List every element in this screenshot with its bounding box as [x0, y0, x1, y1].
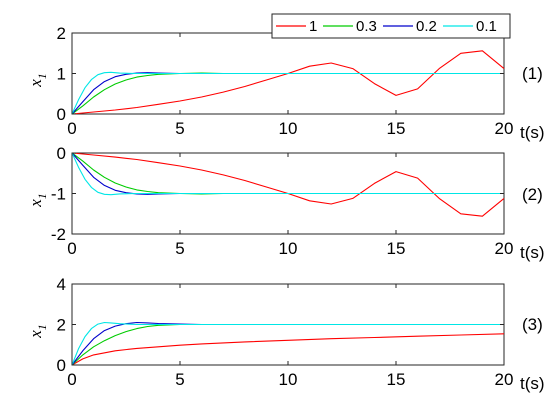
panel-3-ylabel: x1	[26, 324, 49, 339]
panel-3-xtick-label: 0	[67, 370, 76, 389]
panel-1-ytick-label: 0	[57, 105, 66, 124]
panel-2-xtick-label: 15	[387, 239, 406, 258]
panel-2-ylabel: x1	[26, 193, 49, 208]
legend-label-0.2: 0.2	[416, 18, 437, 35]
panel-3-series	[71, 321, 505, 366]
panel-2-xtick-label: 20	[495, 239, 514, 258]
panel-3-xlabel: t(s)	[520, 374, 545, 393]
panel-2-ytick-label: -2	[51, 225, 66, 244]
panel-3-index-label: (3)	[522, 315, 543, 334]
panel-3-ticks: 0 5 10 15 20 0 2 4	[57, 275, 514, 389]
panel-3-xtick-label: 5	[175, 370, 184, 389]
panel-3-xtick-label: 15	[387, 370, 406, 389]
panel-1-xtick-label: 0	[67, 119, 76, 138]
panel-3-ytick-label: 0	[57, 356, 66, 375]
panel-3-series-0.3	[71, 323, 504, 366]
panel-1-xtick-label: 10	[279, 119, 298, 138]
panel-3-xtick-label: 10	[279, 370, 298, 389]
panel-1-ytick-label: 2	[57, 24, 66, 43]
panel-2-xtick-label: 10	[279, 239, 298, 258]
legend-label-1: 1	[309, 18, 317, 35]
panel-3-ytick-label: 4	[57, 275, 66, 294]
panel-2-series	[71, 152, 505, 217]
panel-2-series-1	[71, 152, 505, 217]
legend: 1 0.3 0.2 0.1	[271, 13, 511, 39]
panel-2-xtick-label: 5	[175, 239, 184, 258]
panel-1-xlabel: t(s)	[520, 123, 545, 142]
panel-1-xtick-label: 5	[175, 119, 184, 138]
panel-3-xtick-label: 20	[495, 370, 514, 389]
panel-1-series-1	[71, 50, 505, 115]
panel-3-series-0.1	[71, 321, 504, 366]
panel-1-index-label: (1)	[522, 64, 543, 83]
panel-1-ylabel: x1	[26, 73, 49, 88]
panel-3: 0 5 10 15 20 0 2 4 x1 t(s) (3)	[26, 275, 545, 393]
panel-1-xtick-label: 20	[495, 119, 514, 138]
panel-2-series-0.1	[71, 152, 504, 196]
panel-1-ytick-label: 1	[57, 65, 66, 84]
legend-label-0.1: 0.1	[476, 18, 497, 35]
panel-2-ytick-label: 0	[57, 144, 66, 163]
panel-2: 0 5 10 15 20 0 -1 -2 x1 t(s) (2)	[26, 144, 545, 262]
panel-2-index-label: (2)	[522, 185, 543, 204]
legend-label-0.3: 0.3	[356, 18, 377, 35]
panel-2-xtick-label: 0	[67, 239, 76, 258]
panel-1-xtick-label: 15	[387, 119, 406, 138]
panel-2-ticks: 0 5 10 15 20 0 -1 -2	[51, 144, 514, 258]
panel-2-ytick-label: -1	[51, 185, 66, 204]
panel-1: 0 5 10 15 20 0 1 2 x1 t(s) (1)	[26, 24, 545, 142]
panel-2-xlabel: t(s)	[520, 243, 545, 262]
panel-1-ticks: 0 5 10 15 20 0 1 2	[57, 24, 514, 138]
panel-1-series	[71, 50, 505, 115]
panel-1-series-0.1	[71, 71, 504, 115]
panel-3-series-1	[71, 333, 505, 366]
panel-3-ytick-label: 2	[57, 316, 66, 335]
